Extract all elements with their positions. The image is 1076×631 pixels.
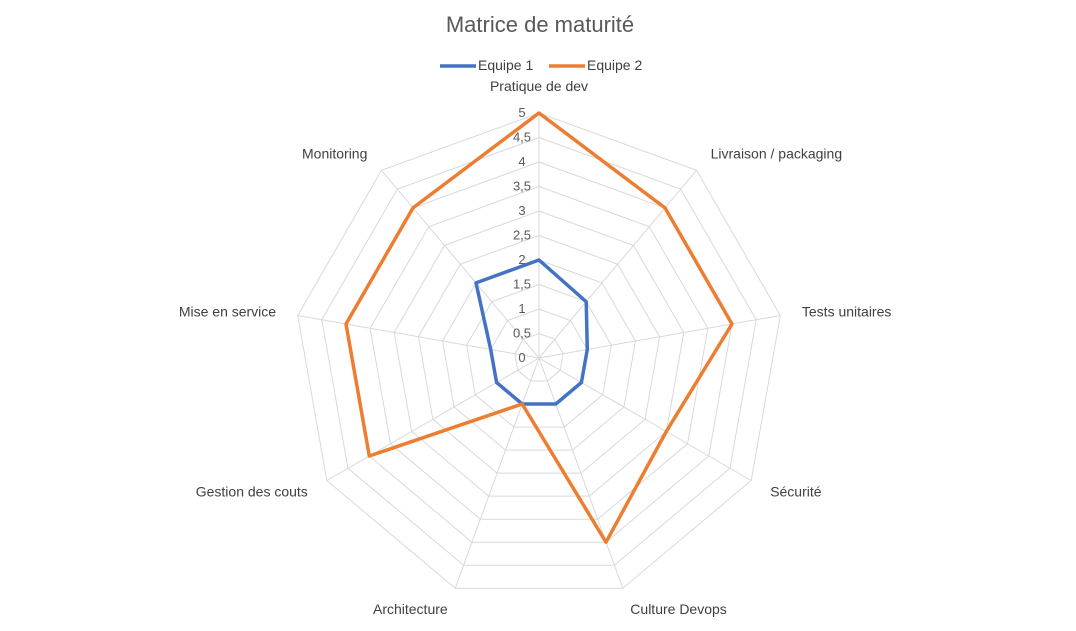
- tick-label: 4,5: [513, 130, 531, 145]
- tick-label: 3,5: [513, 179, 531, 194]
- tick-label: 0,5: [513, 326, 531, 341]
- grid-spoke: [538, 357, 624, 589]
- legend-item-equipe-1: Equipe 1: [440, 57, 533, 73]
- grid-ring: [369, 185, 709, 520]
- series-equipe-1: [474, 258, 590, 406]
- radar-series: [344, 111, 734, 544]
- category-label: Sécurité: [770, 484, 822, 500]
- category-label: Tests unitaires: [802, 304, 891, 320]
- grid-ring: [297, 112, 781, 589]
- grid-spoke: [381, 169, 540, 359]
- grid-ring: [321, 136, 757, 566]
- category-label: Culture Devops: [630, 601, 727, 617]
- tick-label: 4: [518, 154, 525, 169]
- grid-spoke: [454, 357, 540, 589]
- legend-label-equipe-2: Equipe 2: [587, 57, 642, 73]
- grid-ring: [441, 259, 637, 451]
- category-label: Livraison / packaging: [711, 146, 843, 162]
- category-label: Gestion des couts: [196, 484, 308, 500]
- grid-ring: [514, 332, 564, 382]
- grid-ring: [466, 283, 612, 428]
- tick-label: 5: [518, 105, 525, 120]
- grid-ring: [393, 210, 685, 497]
- category-label: Mise en service: [179, 304, 276, 320]
- tick-label: 1,5: [513, 277, 531, 292]
- tick-label: 2: [518, 252, 525, 267]
- radar-grid: [297, 112, 781, 589]
- grid-spoke: [297, 315, 540, 359]
- radial-tick-labels: 0 0,5 1 1,5 2 2,5 3 3,5 4 4,5 5: [513, 105, 531, 365]
- category-label: Architecture: [373, 601, 448, 617]
- grid-ring: [417, 234, 661, 474]
- tick-label: 1: [518, 301, 525, 316]
- category-label: Pratique de dev: [490, 78, 588, 94]
- grid-spoke: [538, 315, 781, 359]
- series-equipe-2: [344, 111, 734, 544]
- chart-title: Matrice de maturité: [446, 12, 634, 37]
- legend: Equipe 1 Equipe 2: [440, 57, 642, 73]
- grid-spoke: [538, 169, 697, 359]
- category-label: Monitoring: [302, 146, 367, 162]
- tick-label: 0: [518, 350, 525, 365]
- grid-spoke: [326, 357, 540, 481]
- tick-label: 2,5: [513, 228, 531, 243]
- tick-label: 3: [518, 203, 525, 218]
- legend-item-equipe-2: Equipe 2: [549, 57, 642, 73]
- legend-label-equipe-1: Equipe 1: [478, 57, 533, 73]
- grid-spoke: [538, 357, 752, 481]
- category-labels: Pratique de dev Livraison / packaging Test…: [179, 78, 892, 617]
